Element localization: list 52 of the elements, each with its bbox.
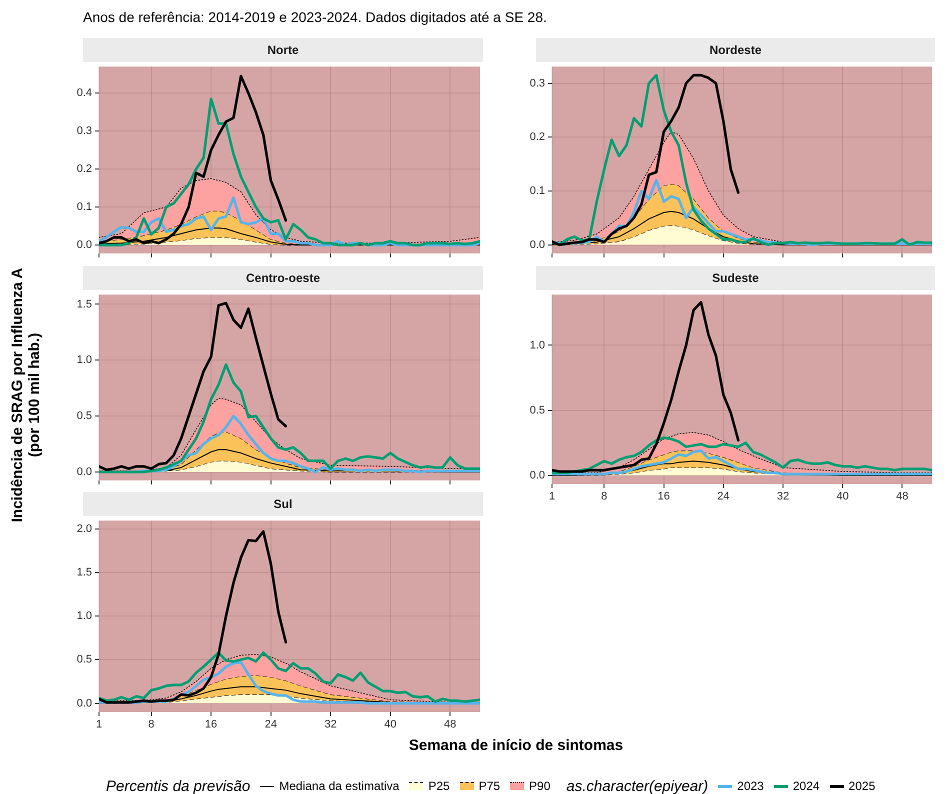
y-tick-label: 1.0 bbox=[76, 610, 92, 622]
y-tick-label: 0.5 bbox=[530, 404, 545, 416]
x-tick-label: 24 bbox=[717, 490, 730, 503]
y-tick-label: 1.5 bbox=[76, 298, 92, 310]
y-tick-label: 2.0 bbox=[76, 522, 92, 535]
y-tick-label: 1.0 bbox=[76, 354, 92, 366]
x-tick-label: 1 bbox=[96, 718, 102, 731]
legend-label: P25 bbox=[428, 779, 450, 793]
x-tick-label: 32 bbox=[324, 718, 337, 731]
chart-title: Sul bbox=[83, 492, 483, 516]
legend-label: 2023 bbox=[737, 779, 764, 793]
y-tick-label: 0.2 bbox=[76, 163, 92, 176]
chart-title: Nordeste bbox=[536, 38, 935, 62]
legend-label: 2024 bbox=[792, 779, 820, 793]
x-tick-label: 1 bbox=[548, 490, 556, 503]
y-tick-label: 0.1 bbox=[530, 184, 545, 197]
y-axis-title: Incidência de SRAG por Influenza A (por 100 mil hab.) bbox=[9, 266, 43, 524]
y-tick-label: 0.2 bbox=[530, 131, 545, 144]
legend-title: Percentis da previsão bbox=[106, 778, 250, 794]
legend-label: 2025 bbox=[848, 779, 876, 793]
y-tick-label: 1.0 bbox=[530, 339, 545, 352]
x-tick-label: 16 bbox=[658, 490, 670, 503]
y-tick-label: 0.3 bbox=[76, 125, 92, 138]
y-tick-label: 0.1 bbox=[76, 201, 92, 214]
x-tick-label: 40 bbox=[836, 490, 849, 503]
chart-title: Centro-oeste bbox=[83, 266, 483, 290]
x-tick-label: 16 bbox=[204, 718, 218, 731]
y-tick-label: 1.5 bbox=[76, 566, 92, 578]
text: as.character(epiyear) bbox=[566, 778, 708, 794]
y-tick-label: 0.0 bbox=[530, 469, 545, 482]
y-tick-label: 0.0 bbox=[530, 238, 545, 251]
y-tick-label: 0.5 bbox=[76, 410, 92, 422]
legend-label: P75 bbox=[478, 779, 500, 793]
x-tick-label: 40 bbox=[384, 718, 396, 731]
x-tick-label: 24 bbox=[264, 718, 277, 731]
x-tick-label: 8 bbox=[148, 718, 154, 731]
y-tick-label: 0.0 bbox=[76, 239, 92, 252]
y-tick-label: 0.0 bbox=[76, 697, 92, 710]
y-tick-label: 0.4 bbox=[76, 87, 92, 100]
x-tick-label: 48 bbox=[896, 490, 908, 503]
x-tick-label: 8 bbox=[601, 490, 608, 503]
legend-label: Mediana da estimativa bbox=[279, 779, 400, 793]
chart-title: Sudeste bbox=[536, 266, 935, 290]
x-tick-label: 32 bbox=[776, 490, 790, 503]
chart-subtitle: Anos de referência: 2014-2019 e 2023-2024. Dados digitados até a SE 28. bbox=[83, 9, 547, 25]
y-tick-label: 0.3 bbox=[530, 77, 545, 90]
y-tick-label: 0.5 bbox=[76, 654, 92, 666]
x-tick-label: 48 bbox=[444, 718, 456, 731]
legend-label: P90 bbox=[529, 779, 550, 793]
x-axis-title: Semana de início de sintomas bbox=[408, 737, 624, 754]
y-tick-label: 0.0 bbox=[76, 466, 92, 478]
chart-title: Norte bbox=[83, 38, 483, 62]
